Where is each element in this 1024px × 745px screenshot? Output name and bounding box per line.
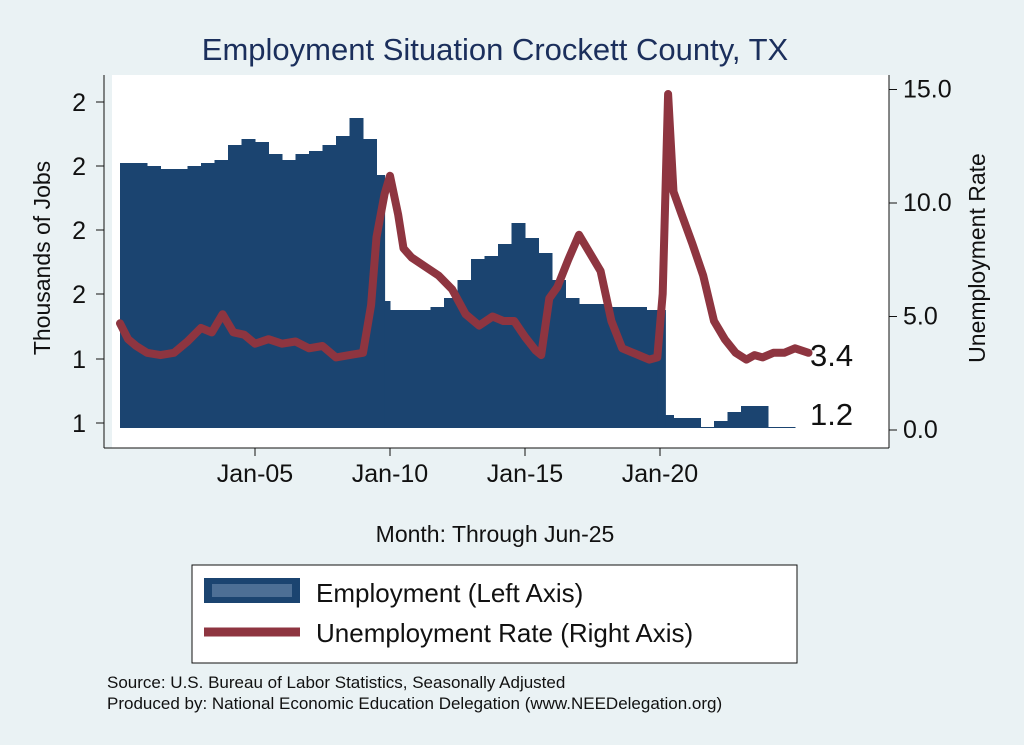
unemployment-line (116, 90, 813, 364)
employment-bar (187, 166, 202, 428)
employment-bar (633, 307, 647, 428)
legend-employment-swatch-inner (212, 584, 292, 597)
employment-bar (160, 169, 175, 428)
employment-bar (174, 169, 188, 428)
employment-bar (727, 412, 742, 428)
employment-end-label: 1.2 (810, 397, 853, 432)
employment-bar (120, 163, 134, 428)
y-left-tick-label: 2 (72, 281, 86, 309)
legend: Employment (Left Axis) Unemployment Rate… (191, 564, 798, 664)
employment-bar (619, 307, 634, 428)
employment-bar (657, 310, 666, 428)
unemployment-end-label: 3.4 (810, 338, 853, 373)
y-left-tick-label: 2 (72, 153, 86, 181)
y-left-tick-label: 1 (72, 346, 86, 374)
employment-bar (241, 139, 256, 428)
source-notes: Source: U.S. Bureau of Labor Statistics,… (107, 672, 722, 714)
employment-bar (565, 298, 580, 428)
employment-bar (444, 298, 458, 428)
produced-line: Produced by: National Economic Education… (107, 694, 723, 713)
employment-bar (214, 160, 229, 428)
employment-bar (579, 304, 593, 428)
y-left-tick-label: 2 (72, 217, 86, 245)
y-left-tick-label: 1 (72, 410, 86, 438)
y-right-tick-label: 5.0 (903, 303, 938, 331)
employment-bar (525, 238, 539, 428)
left-y-ticks: 1 1 2 2 2 2 (72, 89, 104, 438)
employment-bar (700, 427, 715, 428)
employment-bar (430, 307, 445, 428)
employment-bar (201, 163, 215, 428)
y-right-tick-label: 15.0 (903, 76, 952, 104)
employment-bar (781, 427, 796, 428)
employment-bar (741, 406, 755, 428)
source-line: Source: U.S. Bureau of Labor Statistics,… (107, 673, 566, 692)
x-tick-label: Jan-10 (352, 460, 428, 488)
right-y-ticks: 0.0 5.0 10.0 15.0 (889, 76, 952, 444)
y-right-label: Unemployment Rate (964, 153, 990, 363)
y-right-tick-label: 10.0 (903, 189, 952, 217)
legend-employment-label: Employment (Left Axis) (316, 578, 583, 608)
employment-bar (714, 421, 728, 428)
employment-bar (673, 418, 688, 428)
employment-bar (768, 427, 782, 428)
employment-bar (282, 160, 296, 428)
employment-bar (592, 304, 607, 428)
employment-bar (498, 244, 512, 428)
x-tick-label: Jan-15 (487, 460, 563, 488)
employment-bar (384, 301, 391, 428)
employment-bar (390, 310, 404, 428)
employment-bar (552, 280, 566, 428)
x-axis-label: Month: Through Jun-25 (376, 521, 615, 547)
employment-bar (665, 415, 674, 428)
employment-bar (376, 175, 386, 428)
y-left-label: Thousands of Jobs (29, 161, 55, 355)
employment-bar (309, 151, 323, 428)
employment-bar (471, 259, 485, 428)
chart-title: Employment Situation Crockett County, TX (202, 32, 789, 67)
employment-bar (336, 136, 350, 428)
y-left-tick-label: 2 (72, 89, 86, 117)
employment-bar (687, 418, 701, 428)
y-right-tick-label: 0.0 (903, 416, 938, 444)
employment-bar (133, 163, 148, 428)
employment-bar (646, 310, 658, 428)
employment-bar (349, 118, 364, 428)
employment-bar (484, 256, 499, 428)
employment-bar (255, 142, 269, 428)
employment-bar (754, 406, 769, 428)
employment-bar (403, 310, 418, 428)
x-tick-label: Jan-20 (622, 460, 698, 488)
employment-bars (120, 118, 796, 428)
employment-bar (322, 145, 337, 428)
employment-bar (295, 154, 310, 428)
unemployment-line-layer (116, 90, 813, 364)
employment-bar (147, 166, 161, 428)
x-tick-label: Jan-05 (217, 460, 293, 488)
employment-bar (268, 154, 283, 428)
legend-unemployment-label: Unemployment Rate (Right Axis) (316, 618, 693, 648)
employment-bar (228, 145, 242, 428)
employment-bar (417, 310, 431, 428)
x-ticks: Jan-05 Jan-10 Jan-15 Jan-20 (217, 448, 698, 488)
